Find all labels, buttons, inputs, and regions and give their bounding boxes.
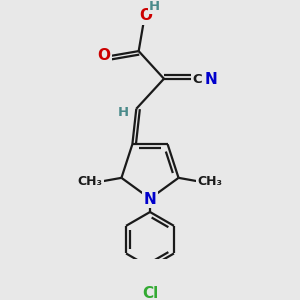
Text: C: C: [192, 73, 202, 86]
Text: H: H: [118, 106, 129, 119]
Text: CH₃: CH₃: [198, 175, 223, 188]
Text: CH₃: CH₃: [77, 175, 102, 188]
Text: O: O: [98, 48, 110, 63]
Text: Cl: Cl: [142, 286, 158, 300]
Text: H: H: [149, 0, 160, 13]
Text: O: O: [139, 8, 152, 23]
Text: N: N: [205, 72, 218, 87]
Text: N: N: [144, 192, 156, 207]
